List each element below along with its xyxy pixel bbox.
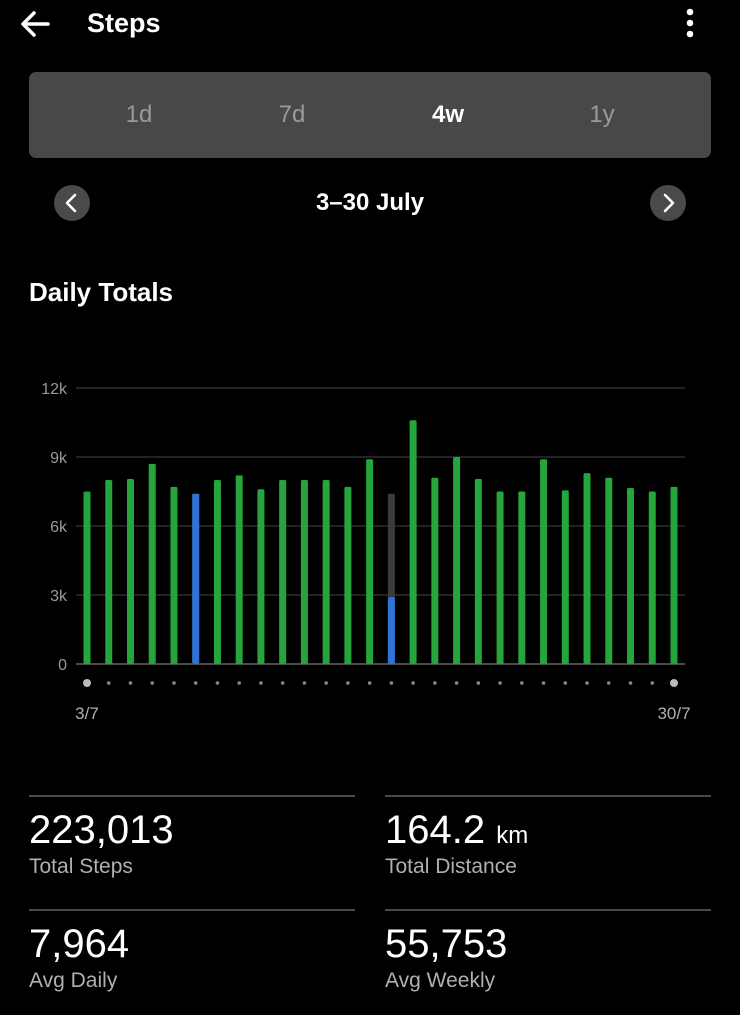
x-tick-dot (172, 681, 176, 685)
divider (29, 909, 355, 911)
page-title: Steps (87, 8, 161, 38)
x-tick-dot (150, 681, 155, 685)
stat-number: 223,013 (29, 808, 174, 852)
x-tick-dot (541, 681, 546, 685)
bar-22/7 (496, 491, 504, 664)
stat-number: 164.2 (385, 808, 486, 852)
y-tick-label: 6k (50, 519, 68, 536)
x-tick-dot (670, 679, 678, 687)
more-vertical-icon[interactable] (674, 4, 706, 42)
x-tick-dot (346, 681, 350, 685)
y-tick-label: 3k (50, 588, 68, 605)
bar-11/7 (257, 489, 265, 664)
x-tick-dot (606, 681, 611, 685)
bar-13/7 (300, 480, 308, 664)
x-tick-dot (498, 681, 502, 685)
stat-label: Avg Daily (29, 969, 118, 992)
chevron-right-icon (663, 193, 675, 213)
bar-4/7 (105, 480, 113, 664)
bar-26/7 (583, 473, 591, 664)
bar-21/7 (474, 478, 482, 664)
tab-1y[interactable]: 1y (589, 101, 615, 128)
bar-17/7 (387, 597, 395, 664)
x-tick-dot (280, 681, 285, 685)
x-tick-dot (520, 681, 524, 685)
bar-19/7 (431, 477, 439, 664)
x-tick-dot (193, 681, 198, 685)
bar-20/7 (453, 457, 461, 664)
bar-28/7 (627, 488, 635, 664)
x-tick-dot (367, 681, 372, 685)
bar-5/7 (126, 478, 134, 664)
bar-8/7 (192, 493, 200, 664)
x-tick-dot (411, 681, 415, 685)
bar-3/7 (83, 491, 91, 664)
bar-24/7 (540, 459, 548, 664)
x-tick-dot (563, 681, 568, 685)
stat-label: Total Distance (385, 855, 517, 878)
bar-7/7 (170, 486, 178, 664)
bar-9/7 (213, 480, 221, 664)
bar-14/7 (322, 480, 330, 664)
chevron-left-icon (65, 193, 77, 213)
stat-label: Total Steps (29, 855, 133, 878)
date-range-label: 3–30 July (315, 189, 425, 216)
x-tick-dot (106, 681, 111, 685)
stat-value: 164.2 km (385, 807, 528, 859)
bar-23/7 (518, 491, 526, 664)
stat-number: 7,964 (29, 922, 130, 966)
bar-15/7 (344, 486, 352, 664)
bar-16/7 (366, 459, 374, 664)
bar-18/7 (409, 420, 417, 664)
bar-27/7 (605, 477, 613, 664)
period-tabs: 1d 7d 4w 1y (29, 72, 711, 158)
stat-value: 7,964 (29, 921, 129, 967)
divider (29, 795, 355, 797)
x-end-label: 30/7 (657, 704, 690, 723)
x-tick-dot (454, 681, 459, 685)
previous-period-button[interactable] (54, 185, 90, 221)
bar-25/7 (561, 490, 569, 664)
x-tick-dot (128, 681, 133, 685)
x-tick-dot (433, 681, 437, 685)
x-tick-dot (324, 681, 328, 685)
x-tick-dot (389, 681, 394, 685)
stat-number: 55,753 (385, 922, 508, 966)
tab-4w[interactable]: 4w (431, 101, 464, 128)
section-title: Daily Totals (29, 277, 174, 307)
bar-29/7 (648, 491, 656, 664)
y-tick-label: 12k (41, 381, 68, 398)
x-tick-dot (476, 681, 481, 685)
tab-1d[interactable]: 1d (125, 101, 153, 128)
goal-track (387, 493, 395, 664)
divider (385, 795, 711, 797)
x-tick-dot (237, 681, 241, 685)
bar-10/7 (235, 475, 243, 664)
bar-30/7 (670, 486, 678, 664)
next-period-button[interactable] (650, 185, 686, 221)
stat-unit: km (496, 822, 529, 849)
divider (385, 909, 711, 911)
app-bar: Steps (0, 0, 740, 48)
x-tick-dot (628, 681, 633, 685)
x-tick-dot (585, 681, 589, 685)
y-tick-label: 9k (50, 450, 68, 467)
x-tick-dot (215, 681, 220, 685)
x-start-label: 3/7 (75, 704, 99, 723)
daily-steps-bar-chart: 0 3k 6k 9k 12k 3/7 30/7 (41, 381, 690, 723)
x-tick-dot (83, 679, 91, 687)
x-tick-dot (302, 681, 307, 685)
y-tick-label: 0 (58, 657, 67, 674)
stat-value: 223,013 (29, 807, 174, 853)
bar-6/7 (148, 463, 156, 664)
x-tick-dot (259, 681, 263, 685)
arrow-left-icon[interactable] (18, 6, 54, 42)
bar-12/7 (279, 480, 287, 664)
stat-label: Avg Weekly (385, 969, 496, 992)
x-tick-dot (650, 681, 655, 685)
stat-value: 55,753 (385, 921, 507, 967)
tab-7d[interactable]: 7d (278, 101, 306, 128)
